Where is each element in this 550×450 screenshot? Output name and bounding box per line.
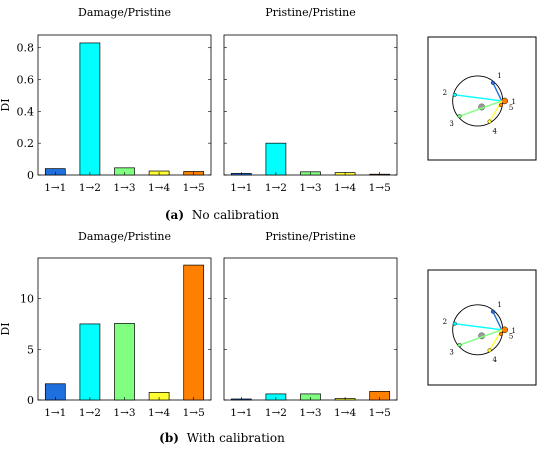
- bar-2: [265, 142, 287, 176]
- x-tick-label: 1→1: [44, 182, 66, 194]
- panel-damage-pristine: Damage/Pristine 0 0.2 0.4 0.6 0.8 1→1 1→2 1→3 1→4…: [17, 6, 212, 194]
- x-tick-label: 1→2: [265, 407, 287, 419]
- panel-pristine-pristine: Pristine/Pristine 1→1 1→2 1→3 1→4 1→5: [223, 6, 398, 194]
- y-axis-label: DI: [0, 322, 12, 335]
- plot-frame: [37, 34, 212, 176]
- row-no-calibration: (a) No calibration DI Damage/Pristine 0 0.2…: [0, 6, 537, 222]
- bar-2: [79, 323, 101, 401]
- x-tick-label: 1→5: [183, 182, 205, 194]
- x-tick-label: 1→2: [79, 182, 101, 194]
- y-tick-label: 0.6: [17, 74, 35, 87]
- x-tick-label: 1→3: [113, 407, 135, 419]
- x-tick-label: 1→3: [299, 182, 321, 194]
- sensor-label-2: 2: [443, 318, 447, 326]
- x-tick-label: 1→3: [113, 182, 135, 194]
- panel-title: Pristine/Pristine: [265, 6, 355, 19]
- bar-5: [183, 264, 205, 401]
- x-tick-label: 1→2: [79, 407, 101, 419]
- x-tick-label: 1→5: [183, 407, 205, 419]
- path-line-2: [454, 94, 502, 102]
- plate-outline: [452, 75, 504, 127]
- sensor-label-3: 3: [449, 349, 453, 357]
- sensor-label-4: 4: [492, 356, 497, 364]
- sensor-dot-1: [490, 80, 495, 85]
- path-line-3: [459, 100, 502, 117]
- sensor-label-5: 5: [509, 333, 513, 341]
- sensor-dot-5: [499, 331, 504, 336]
- panel-damage-pristine: Damage/Pristine 0 5 10 1→1 1→2 1→3 1→4 1→5: [20, 230, 212, 419]
- sensor-dot-2: [452, 92, 457, 97]
- x-tick-label: 1→4: [334, 182, 356, 194]
- plot-frame: [223, 257, 398, 401]
- panel-pristine-pristine: Pristine/Pristine 1→1 1→2 1→3 1→4 1→5: [223, 230, 398, 419]
- path-line-1: [492, 82, 503, 102]
- panel-title: Damage/Pristine: [78, 230, 171, 243]
- sensor-label-2: 2: [443, 89, 447, 97]
- plate-outline: [452, 304, 504, 356]
- y-tick-label: 0: [27, 394, 34, 407]
- caption-b-tag: (b): [159, 431, 179, 445]
- y-tick-label: 0.8: [17, 42, 35, 55]
- x-tick-label: 1→1: [230, 407, 252, 419]
- panel-title: Damage/Pristine: [78, 6, 171, 19]
- actuator-label: 1: [511, 98, 515, 106]
- y-tick-label: 0.4: [17, 105, 35, 118]
- actuator-marker: [501, 97, 508, 105]
- caption-b: (b) With calibration: [159, 431, 285, 445]
- y-axis-label: DI: [0, 98, 12, 111]
- sensor-dot-1: [490, 309, 495, 314]
- y-tick-label: 5: [27, 343, 34, 356]
- sensor-label-1: 1: [497, 72, 501, 80]
- x-tick-label: 1→5: [369, 182, 391, 194]
- x-tick-label: 1→4: [334, 407, 356, 419]
- actuator-label: 1: [511, 327, 515, 335]
- x-tick-label: 1→5: [369, 407, 391, 419]
- plot-frame: [223, 34, 398, 176]
- sensor-label-1: 1: [497, 301, 501, 309]
- caption-a-text: No calibration: [192, 208, 280, 222]
- x-tick-label: 1→2: [265, 182, 287, 194]
- sensor-dot-3: [457, 114, 462, 119]
- path-line-1: [492, 311, 503, 331]
- caption-a-tag: (a): [165, 208, 184, 222]
- panel-title: Pristine/Pristine: [265, 230, 355, 243]
- sensor-label-5: 5: [509, 104, 513, 112]
- y-tick-label: 10: [20, 293, 34, 306]
- caption-a: (a) No calibration: [165, 208, 280, 222]
- path-line-2: [454, 322, 502, 331]
- x-tick-label: 1→1: [230, 182, 252, 194]
- sensor-dot-2: [452, 321, 457, 326]
- path-line-3: [459, 329, 502, 346]
- y-tick-label: 0: [27, 169, 34, 182]
- caption-b-text: With calibration: [187, 431, 285, 445]
- y-tick-label: 0.2: [17, 137, 35, 150]
- bar-3: [114, 323, 135, 401]
- row-with-calibration: (b) With calibration DI Damage/Pristine 0 5…: [0, 230, 537, 445]
- sensor-dot-4: [487, 348, 492, 353]
- sensor-label-3: 3: [449, 120, 453, 128]
- sensor-label-4: 4: [492, 127, 497, 135]
- x-tick-label: 1→3: [299, 407, 321, 419]
- sensor-dot-4: [487, 119, 492, 124]
- sensor-dot-5: [499, 103, 504, 108]
- x-tick-label: 1→4: [148, 407, 170, 419]
- sensor-dot-3: [457, 343, 462, 348]
- bar-2: [79, 42, 101, 176]
- actuator-marker: [501, 326, 508, 334]
- x-tick-label: 1→4: [148, 182, 170, 194]
- x-tick-label: 1→1: [44, 407, 66, 419]
